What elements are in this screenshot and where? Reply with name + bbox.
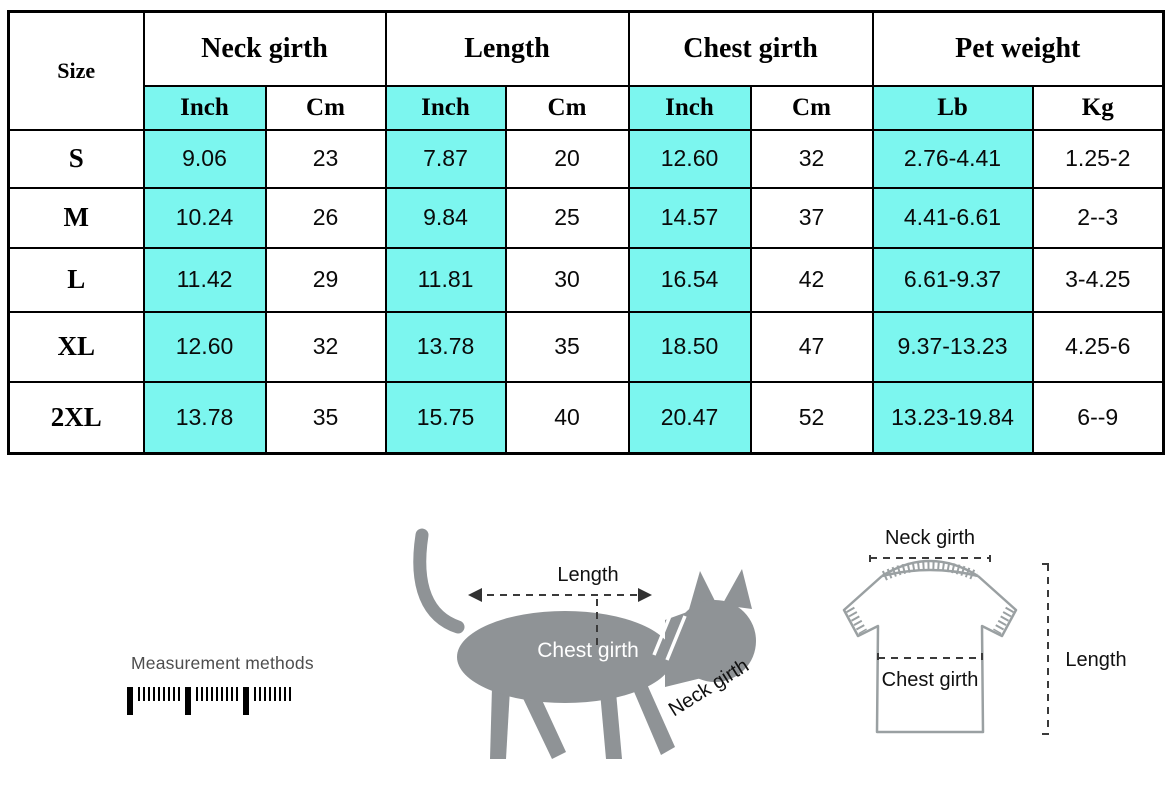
ruler-icon xyxy=(127,687,291,715)
table-row-m: M 10.24 26 9.84 25 14.57 37 4.41-6.61 2-… xyxy=(7,186,1165,249)
group-header-chest-girth: Chest girth xyxy=(627,10,874,87)
shirt-measurement-diagram: Neck girth Chest girth Length xyxy=(842,527,1127,735)
unit-header-inch: Inch xyxy=(142,84,267,131)
group-header-neck-girth: Neck girth xyxy=(142,10,387,87)
unit-header-cm: Cm xyxy=(504,84,630,131)
value-cell: 11.42 xyxy=(142,246,267,313)
value-cell: 30 xyxy=(504,246,630,313)
table-row-2xl: 2XL 13.78 35 15.75 40 20.47 52 13.23-19.… xyxy=(7,380,1165,455)
value-cell: 12.60 xyxy=(627,128,752,189)
value-cell: 26 xyxy=(264,186,387,249)
value-cell: 9.84 xyxy=(384,186,507,249)
arrow-left-icon xyxy=(468,588,482,602)
pet-shirt-image xyxy=(842,559,1018,734)
value-cell: 32 xyxy=(264,310,387,383)
value-cell: 6--9 xyxy=(1031,380,1165,455)
value-cell: 1.25-2 xyxy=(1031,128,1165,189)
table-row-l: L 11.42 29 11.81 30 16.54 42 6.61-9.37 3… xyxy=(7,246,1165,313)
value-cell: 6.61-9.37 xyxy=(871,246,1034,313)
unit-header-inch: Inch xyxy=(627,84,752,131)
unit-header-inch: Inch xyxy=(384,84,507,131)
value-cell: 25 xyxy=(504,186,630,249)
value-cell: 32 xyxy=(749,128,874,189)
size-label: M xyxy=(7,186,145,249)
value-cell: 20.47 xyxy=(627,380,752,455)
value-cell: 12.60 xyxy=(142,310,267,383)
value-cell: 2.76-4.41 xyxy=(871,128,1034,189)
table-row-xl: XL 12.60 32 13.78 35 18.50 47 9.37-13.23… xyxy=(7,310,1165,383)
cat-measurement-diagram: Length Chest girth Neck girth xyxy=(413,528,756,759)
value-cell: 23 xyxy=(264,128,387,189)
value-cell: 40 xyxy=(504,380,630,455)
unit-header-cm: Cm xyxy=(264,84,387,131)
cat-length-label: Length xyxy=(557,564,618,586)
value-cell: 16.54 xyxy=(627,246,752,313)
value-cell: 13.23-19.84 xyxy=(871,380,1034,455)
arrow-right-icon xyxy=(638,588,652,602)
value-cell: 13.78 xyxy=(142,380,267,455)
value-cell: 14.57 xyxy=(627,186,752,249)
value-cell: 2--3 xyxy=(1031,186,1165,249)
size-label: S xyxy=(7,128,145,189)
shirt-chest-measure-line xyxy=(877,653,983,663)
value-cell: 37 xyxy=(749,186,874,249)
unit-header-lb: Lb xyxy=(871,84,1034,131)
value-cell: 18.50 xyxy=(627,310,752,383)
value-cell: 13.78 xyxy=(384,310,507,383)
unit-header-kg: Kg xyxy=(1031,84,1165,131)
value-cell: 35 xyxy=(504,310,630,383)
value-cell: 4.41-6.61 xyxy=(871,186,1034,249)
shirt-chest-girth-label: Chest girth xyxy=(882,669,979,691)
shirt-neck-girth-label: Neck girth xyxy=(885,527,975,549)
value-cell: 11.81 xyxy=(384,246,507,313)
shirt-length-measure-line xyxy=(1042,563,1054,735)
shirt-neck-measure-line xyxy=(869,555,991,564)
value-cell: 35 xyxy=(264,380,387,455)
value-cell: 10.24 xyxy=(142,186,267,249)
table-row-s: S 9.06 23 7.87 20 12.60 32 2.76-4.41 1.2… xyxy=(7,128,1165,189)
value-cell: 52 xyxy=(749,380,874,455)
value-cell: 9.37-13.23 xyxy=(871,310,1034,383)
value-cell: 7.87 xyxy=(384,128,507,189)
size-label: XL xyxy=(7,310,145,383)
value-cell: 29 xyxy=(264,246,387,313)
value-cell: 4.25-6 xyxy=(1031,310,1165,383)
cat-chest-girth-label: Chest girth xyxy=(537,639,639,662)
size-chart-table: Size Neck girth Length Chest girth Pet w… xyxy=(7,10,1165,455)
measurement-methods-label: Measurement methods xyxy=(131,653,314,673)
group-header-length: Length xyxy=(384,10,630,87)
value-cell: 20 xyxy=(504,128,630,189)
size-label: 2XL xyxy=(7,380,145,455)
size-column-header: Size xyxy=(7,10,145,131)
size-label: L xyxy=(7,246,145,313)
group-header-pet-weight: Pet weight xyxy=(871,10,1165,87)
cat-silhouette-image xyxy=(413,528,756,759)
neck-measure-marks xyxy=(652,610,687,661)
value-cell: 47 xyxy=(749,310,874,383)
value-cell: 3-4.25 xyxy=(1031,246,1165,313)
unit-header-cm: Cm xyxy=(749,84,874,131)
value-cell: 15.75 xyxy=(384,380,507,455)
value-cell: 42 xyxy=(749,246,874,313)
value-cell: 9.06 xyxy=(142,128,267,189)
shirt-length-label: Length xyxy=(1065,649,1126,671)
